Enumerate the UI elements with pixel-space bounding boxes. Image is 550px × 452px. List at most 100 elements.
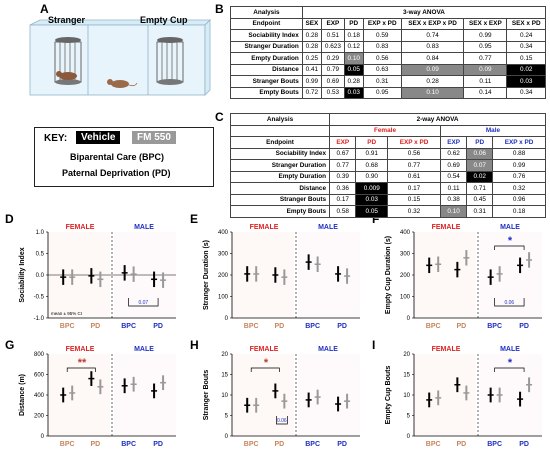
group-label: BPC <box>121 323 136 330</box>
group-label: BPC <box>244 323 259 330</box>
panel-letter-b: B <box>215 2 224 16</box>
male-header: Male <box>439 124 547 137</box>
female-label: FEMALE <box>66 346 95 353</box>
p-value-cell: 0.03 <box>506 75 546 88</box>
table-row: Stranger Duration 0.28 0.623 0.12 0.83 0.83 0.… <box>230 40 546 53</box>
table-row: Stranger Bouts 0.17 0.03 0.15 0.38 0.45 0.96 <box>229 193 546 206</box>
p-value-cell: 0.51 <box>320 29 345 42</box>
female-region-shade <box>414 232 476 318</box>
group-label: PD <box>519 441 529 448</box>
p-value-cell: 0.58 <box>329 205 357 218</box>
y-tick-label: 1.0 <box>36 230 45 236</box>
group-label: BPC <box>426 441 441 448</box>
p-value-cell: 0.77 <box>329 159 357 172</box>
key-line-pd: Paternal Deprivation (PD) <box>62 168 171 178</box>
p-value-cell: 0.90 <box>355 170 389 183</box>
p-value-cell: 0.32 <box>492 182 546 195</box>
female-header: Female <box>329 124 441 137</box>
y-axis-label: Distance (m) <box>19 374 26 416</box>
p-value-cell: 0.05 <box>355 205 389 218</box>
table-row: Distance 0.36 0.009 0.17 0.11 0.71 0.32 <box>229 182 546 195</box>
ci-note: mean ± 95% CI <box>51 311 82 316</box>
p-value-cell: 0.38 <box>439 193 468 206</box>
male-label: MALE <box>134 224 154 231</box>
p-value-cell: 0.54 <box>439 170 468 183</box>
p-value-cell: 0.59 <box>362 29 402 42</box>
y-tick-label: 15 <box>221 373 228 379</box>
y-tick-label: 0.0 <box>36 273 45 279</box>
p-value-cell: 0.67 <box>329 147 357 160</box>
male-label: MALE <box>500 346 520 353</box>
significance-bracket <box>66 367 96 372</box>
female-label: FEMALE <box>432 224 461 231</box>
table-row: Stranger Duration 0.77 0.68 0.77 0.69 0.07 0.9… <box>229 159 546 172</box>
table-row: Empty Bouts 0.58 0.05 0.32 0.10 0.31 0.18 <box>229 205 546 218</box>
p-value-cell: 0.91 <box>355 147 389 160</box>
table-row: Empty Duration 0.25 0.29 0.10 0.56 0.84 0.77 0.… <box>230 52 546 65</box>
y-tick-label: 300 <box>218 252 229 258</box>
p-value-cell: 0.02 <box>466 170 494 183</box>
p-value-cell: 0.63 <box>362 63 402 76</box>
significance-bracket <box>250 367 280 372</box>
p-value-cell: 0.99 <box>463 29 508 42</box>
p-value-cell: 0.74 <box>400 29 465 42</box>
key-line-bpc: Biparental Care (BPC) <box>70 152 165 162</box>
p-value-cell: 0.10 <box>343 52 364 65</box>
group-label: PD <box>519 323 529 330</box>
table-row: Sociability Index 0.67 0.91 0.56 0.62 0.06 0.8… <box>229 147 546 160</box>
p-value-cell: 0.009 <box>355 182 389 195</box>
y-tick-label: 600 <box>34 373 45 379</box>
male-region-shade <box>114 354 176 436</box>
table-row: Empty Bouts 0.72 0.53 0.03 0.95 0.10 0.14 0.34 <box>230 86 546 99</box>
group-label: PD <box>456 323 466 330</box>
male-region-shade <box>298 232 360 318</box>
column-header: SEX x EXP <box>463 17 508 30</box>
p-value-cell: 0.99 <box>492 159 546 172</box>
p-value-cell: 0.84 <box>400 52 465 65</box>
group-label: PD <box>153 441 163 448</box>
y-tick-label: 5 <box>225 414 229 420</box>
y-tick-label: 0.5 <box>36 252 45 258</box>
y-tick-label: 400 <box>34 393 45 399</box>
stranger-label: Stranger <box>48 15 86 25</box>
panel-letter-h: H <box>190 338 199 352</box>
trend-bracket <box>494 298 525 307</box>
group-label: BPC <box>426 323 441 330</box>
male-label: MALE <box>318 224 338 231</box>
y-tick-label: 800 <box>34 352 45 358</box>
panel-letter-c: C <box>215 110 224 124</box>
y-tick-label: 200 <box>34 414 45 420</box>
y-tick-label: 0 <box>407 316 411 322</box>
fm550-key: FM 550 <box>132 131 176 144</box>
p-value-cell: 0.83 <box>400 40 465 53</box>
y-axis-label: Stranger Bouts <box>203 370 210 421</box>
significance-star: * <box>508 235 513 247</box>
p-value-cell: 0.18 <box>492 205 546 218</box>
y-tick-label: 20 <box>221 352 228 358</box>
column-header: PD <box>466 136 494 149</box>
table-row: Empty Duration 0.39 0.90 0.61 0.54 0.02 0.76 <box>229 170 546 183</box>
p-value-cell: 0.17 <box>329 193 357 206</box>
empty-cup-label: Empty Cup <box>140 15 188 25</box>
y-tick-label: 100 <box>218 295 229 301</box>
group-label: PD <box>337 323 347 330</box>
significance-star: ** <box>78 357 87 369</box>
y-tick-label: 5 <box>407 414 411 420</box>
p-value-cell: 0.10 <box>439 205 468 218</box>
y-tick-label: 15 <box>403 373 410 379</box>
p-value-cell: 0.76 <box>492 170 546 183</box>
key-title: KEY: <box>44 133 68 144</box>
p-value-cell: 0.83 <box>362 40 402 53</box>
column-header: EXP <box>439 136 468 149</box>
group-label: PD <box>456 441 466 448</box>
group-label: PD <box>153 323 163 330</box>
y-tick-label: 0 <box>41 434 45 440</box>
male-region-shade <box>298 354 360 436</box>
p-value-cell: 0.69 <box>439 159 468 172</box>
column-header: EXP <box>329 136 357 149</box>
p-value-cell: 0.623 <box>320 40 345 53</box>
p-value-cell: 0.72 <box>301 86 322 99</box>
panel-letter-e: E <box>190 212 199 226</box>
group-label: BPC <box>305 323 320 330</box>
